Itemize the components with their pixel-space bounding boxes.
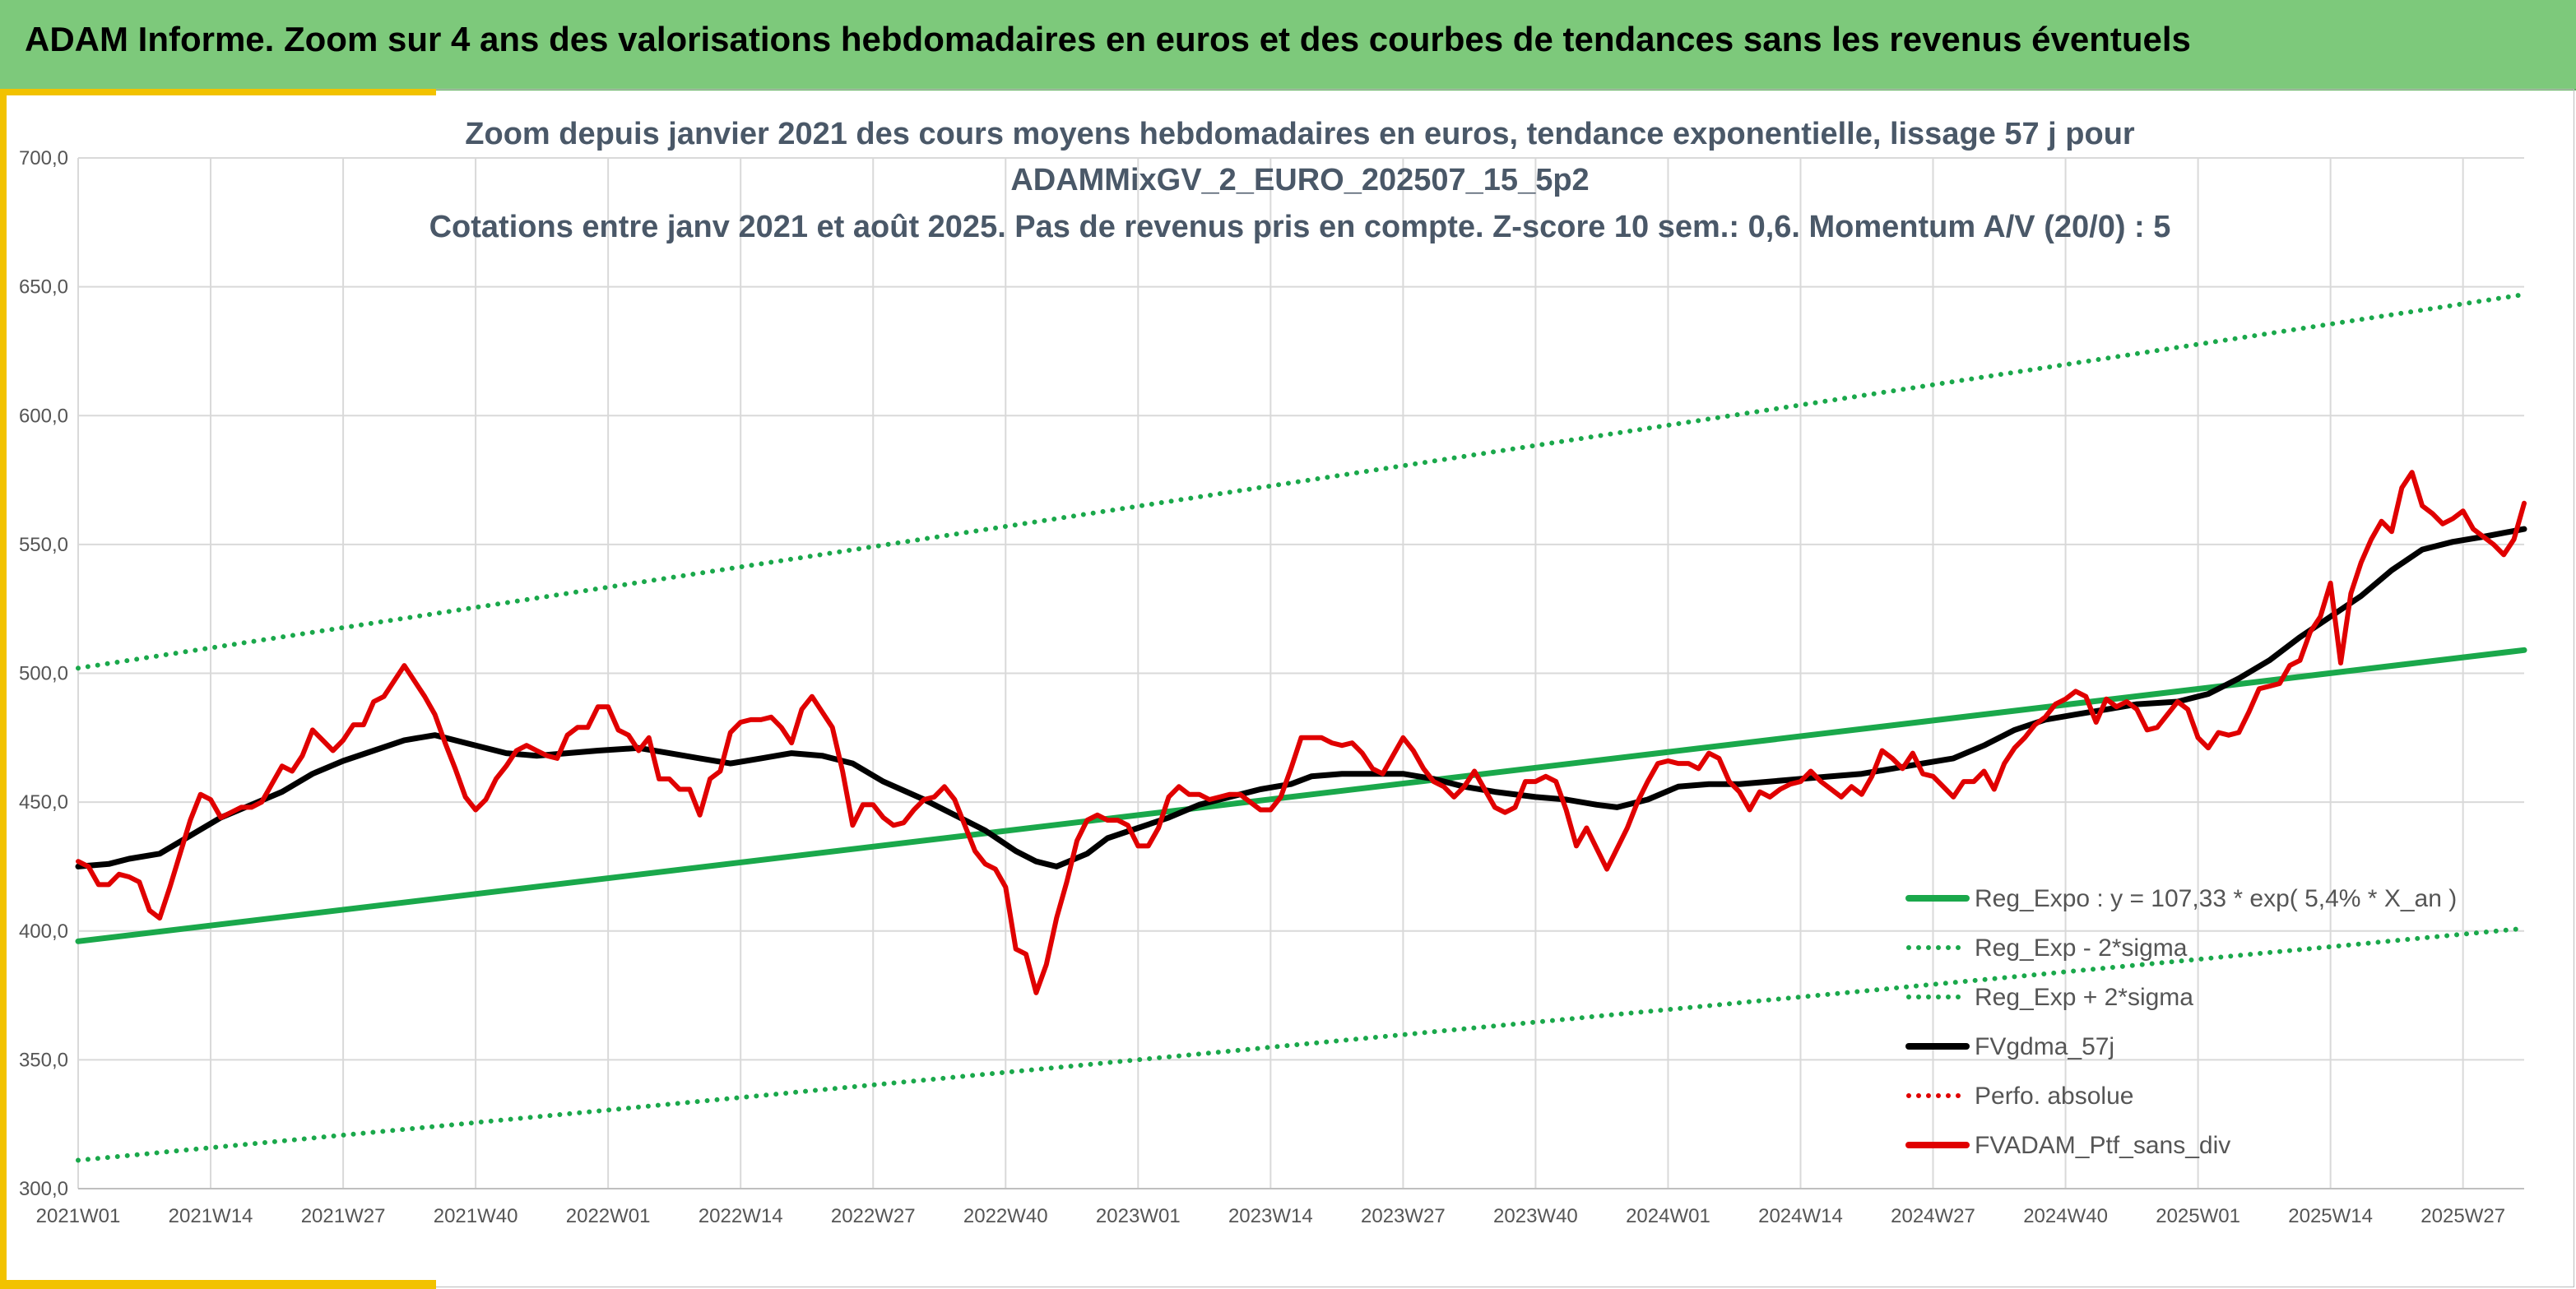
y-tick-label: 300,0 bbox=[19, 1178, 68, 1200]
chart-title-line-3: Cotations entre janv 2021 et août 2025. … bbox=[429, 210, 2171, 244]
x-tick-label: 2025W27 bbox=[2421, 1205, 2505, 1227]
accent-bar-left bbox=[0, 89, 7, 1289]
chart-title-block: Zoom depuis janvier 2021 des cours moyen… bbox=[429, 117, 2171, 244]
x-tick-label: 2022W27 bbox=[831, 1205, 916, 1227]
series-line-1 bbox=[76, 925, 2527, 1163]
legend-label: FVADAM_Ptf_sans_div bbox=[1975, 1132, 2230, 1159]
series-lines bbox=[75, 292, 2527, 1163]
x-tick-label: 2021W40 bbox=[434, 1205, 518, 1227]
legend-label: Perfo. absolue bbox=[1975, 1083, 2133, 1110]
y-tick-label: 600,0 bbox=[19, 405, 68, 427]
chart-title-line-2: ADAMMixGV_2_EURO_202507_15_5p2 bbox=[1010, 163, 1589, 197]
x-tick-label: 2025W01 bbox=[2156, 1205, 2240, 1227]
x-tick-label: 2024W01 bbox=[1626, 1205, 1710, 1227]
chart-title-line-1: Zoom depuis janvier 2021 des cours moyen… bbox=[465, 117, 2135, 151]
x-tick-label: 2022W40 bbox=[963, 1205, 1048, 1227]
x-tick-label: 2024W40 bbox=[2023, 1205, 2108, 1227]
series-line-2 bbox=[76, 292, 2527, 671]
x-tick-label: 2023W01 bbox=[1096, 1205, 1181, 1227]
y-tick-label: 450,0 bbox=[19, 791, 68, 814]
legend-label: FVgdma_57j bbox=[1975, 1033, 2114, 1060]
accent-bar-top bbox=[0, 89, 436, 95]
y-tick-label: 650,0 bbox=[19, 276, 68, 299]
x-axis-ticks: 2021W01 2021W14 2021W27 2021W40 2022W01 2022W… bbox=[36, 1205, 2505, 1227]
series-line-3 bbox=[75, 526, 2527, 869]
x-tick-label: 2021W27 bbox=[301, 1205, 386, 1227]
x-tick-label: 2021W14 bbox=[169, 1205, 253, 1227]
y-tick-label: 400,0 bbox=[19, 920, 68, 943]
x-tick-label: 2021W01 bbox=[36, 1205, 121, 1227]
series-line-5 bbox=[76, 470, 2527, 995]
y-tick-label: 700,0 bbox=[19, 147, 68, 169]
header-banner: ADAM Informe. Zoom sur 4 ans des valoris… bbox=[0, 0, 2576, 90]
gridlines bbox=[77, 157, 2524, 1189]
y-tick-label: 550,0 bbox=[19, 534, 68, 556]
x-tick-label: 2024W14 bbox=[1758, 1205, 1843, 1227]
series-line-0 bbox=[75, 647, 2527, 944]
legend: Reg_Expo : y = 107,33 * exp( 5,4% * X_an… bbox=[1905, 885, 2457, 1159]
x-tick-label: 2025W14 bbox=[2288, 1205, 2373, 1227]
legend-label: Reg_Exp + 2*sigma bbox=[1975, 984, 2193, 1011]
accent-bar-bottom bbox=[0, 1280, 436, 1289]
legend-label: Reg_Expo : y = 107,33 * exp( 5,4% * X_an… bbox=[1975, 885, 2457, 912]
legend-label: Reg_Exp - 2*sigma bbox=[1975, 934, 2188, 962]
x-tick-label: 2022W14 bbox=[699, 1205, 783, 1227]
y-tick-label: 500,0 bbox=[19, 663, 68, 685]
banner-title: ADAM Informe. Zoom sur 4 ans des valoris… bbox=[25, 20, 2191, 58]
x-tick-label: 2023W14 bbox=[1228, 1205, 1313, 1227]
x-tick-label: 2023W27 bbox=[1361, 1205, 1446, 1227]
x-tick-label: 2024W27 bbox=[1891, 1205, 1975, 1227]
y-axis-ticks: 300,0 350,0 400,0 450,0 500,0 550,0 600,0 650,0… bbox=[19, 147, 68, 1200]
x-tick-label: 2023W40 bbox=[1493, 1205, 1578, 1227]
y-tick-label: 350,0 bbox=[19, 1049, 68, 1071]
x-tick-label: 2022W01 bbox=[566, 1205, 651, 1227]
